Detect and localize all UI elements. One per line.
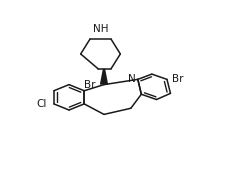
Text: Br: Br bbox=[84, 80, 96, 90]
Polygon shape bbox=[100, 69, 108, 85]
Text: Cl: Cl bbox=[37, 99, 47, 109]
Text: N: N bbox=[128, 74, 135, 84]
Text: Br: Br bbox=[172, 74, 183, 84]
Text: NH: NH bbox=[93, 23, 109, 33]
